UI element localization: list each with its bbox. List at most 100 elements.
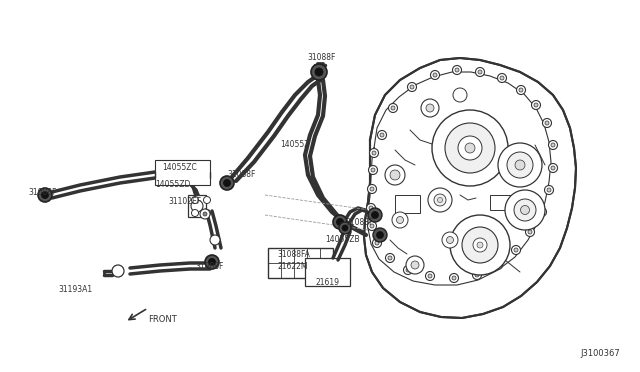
Circle shape (434, 194, 446, 206)
Circle shape (388, 256, 392, 260)
Circle shape (428, 274, 432, 278)
Circle shape (380, 133, 384, 137)
Circle shape (367, 185, 376, 193)
Polygon shape (364, 58, 576, 318)
Circle shape (538, 208, 547, 217)
Circle shape (315, 68, 323, 76)
Circle shape (385, 253, 394, 263)
Text: 31088F: 31088F (307, 53, 335, 62)
Circle shape (520, 205, 529, 215)
Circle shape (543, 119, 552, 128)
Circle shape (367, 203, 376, 212)
Bar (395, 195, 420, 213)
Circle shape (551, 143, 555, 147)
Circle shape (311, 64, 327, 80)
Circle shape (477, 242, 483, 248)
Circle shape (342, 225, 348, 231)
Circle shape (370, 187, 374, 191)
Text: FRONT: FRONT (148, 315, 177, 324)
Circle shape (210, 235, 220, 245)
Circle shape (392, 212, 408, 228)
Circle shape (476, 67, 484, 77)
Circle shape (547, 188, 551, 192)
Circle shape (391, 106, 395, 110)
Circle shape (465, 143, 475, 153)
Circle shape (209, 259, 216, 266)
Circle shape (433, 73, 437, 77)
Circle shape (507, 152, 533, 178)
Circle shape (339, 222, 351, 234)
Circle shape (42, 192, 49, 199)
Circle shape (519, 88, 523, 92)
Bar (305, 258, 350, 286)
Circle shape (452, 276, 456, 280)
Circle shape (390, 170, 400, 180)
Text: 31088F: 31088F (345, 218, 373, 227)
Circle shape (372, 151, 376, 155)
Circle shape (534, 103, 538, 107)
Circle shape (406, 268, 410, 272)
Circle shape (388, 103, 397, 112)
Bar (268, 248, 333, 278)
Circle shape (385, 165, 405, 185)
Circle shape (514, 248, 518, 252)
Circle shape (223, 180, 230, 186)
Circle shape (472, 270, 481, 279)
Circle shape (493, 260, 502, 269)
Circle shape (426, 272, 435, 280)
Text: 14055Z: 14055Z (280, 140, 310, 149)
Circle shape (38, 188, 52, 202)
Text: 21619: 21619 (315, 278, 339, 287)
Circle shape (369, 148, 378, 157)
Circle shape (455, 68, 459, 72)
Circle shape (473, 238, 487, 252)
Circle shape (531, 100, 541, 109)
Circle shape (498, 143, 542, 187)
Circle shape (220, 176, 234, 190)
Circle shape (445, 123, 495, 173)
Text: 31088F: 31088F (227, 170, 255, 179)
Circle shape (376, 231, 383, 238)
Circle shape (397, 217, 403, 224)
Text: 14055ZD: 14055ZD (155, 180, 190, 189)
Circle shape (408, 83, 417, 92)
Bar (188, 195, 206, 217)
Circle shape (500, 76, 504, 80)
Circle shape (372, 238, 381, 247)
Circle shape (371, 212, 378, 218)
Circle shape (426, 104, 434, 112)
Circle shape (516, 86, 525, 94)
Circle shape (378, 131, 387, 140)
Circle shape (428, 188, 452, 212)
Circle shape (368, 208, 382, 222)
Circle shape (373, 228, 387, 242)
Circle shape (540, 210, 544, 214)
Circle shape (548, 141, 557, 150)
Circle shape (431, 71, 440, 80)
Circle shape (475, 273, 479, 277)
Circle shape (511, 246, 520, 254)
Circle shape (525, 228, 534, 237)
Text: 31088F: 31088F (28, 188, 56, 197)
Circle shape (447, 237, 454, 244)
Circle shape (204, 209, 211, 217)
Circle shape (337, 218, 344, 225)
Circle shape (438, 198, 442, 202)
Circle shape (551, 166, 555, 170)
Circle shape (411, 261, 419, 269)
Circle shape (450, 215, 510, 275)
Circle shape (545, 121, 549, 125)
Text: 14055ZC: 14055ZC (162, 163, 196, 172)
Circle shape (403, 266, 413, 275)
Circle shape (112, 265, 124, 277)
Circle shape (449, 273, 458, 282)
Circle shape (421, 99, 439, 117)
Circle shape (200, 209, 210, 219)
Circle shape (375, 241, 379, 245)
Circle shape (453, 88, 467, 102)
Bar (455, 115, 485, 135)
Circle shape (204, 196, 211, 203)
Circle shape (505, 190, 545, 230)
Circle shape (545, 186, 554, 195)
Circle shape (458, 136, 482, 160)
